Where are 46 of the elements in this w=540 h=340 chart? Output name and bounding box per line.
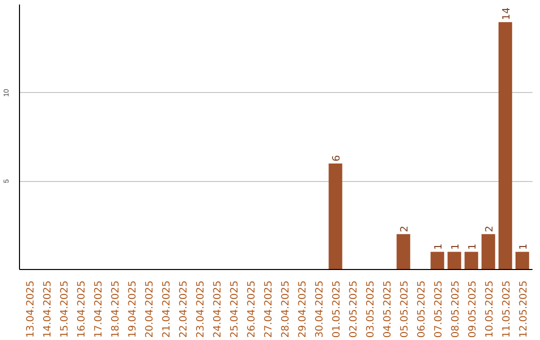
bar <box>328 164 342 270</box>
x-tick-label: 16.04.2025 <box>76 280 88 338</box>
data-label: 1 <box>518 243 530 250</box>
bar <box>448 252 462 270</box>
x-tick-label: 06.05.2025 <box>416 280 428 338</box>
bar <box>464 252 478 270</box>
x-tick-label: 23.04.2025 <box>196 280 207 338</box>
x-tick-label: 26.04.2025 <box>246 280 258 338</box>
x-tick-label: 24.04.2025 <box>212 280 224 338</box>
x-tick-label: 12.05.2025 <box>518 280 530 338</box>
x-tick-label: 19.04.2025 <box>128 280 139 338</box>
x-tick-label: 21.04.2025 <box>162 280 173 338</box>
data-label: 1 <box>467 243 478 250</box>
x-tick-label: 27.04.2025 <box>264 280 275 338</box>
x-tick-label: 28.04.2025 <box>280 280 292 338</box>
x-tick-label: 29.04.2025 <box>297 280 308 338</box>
x-tick-label: 30.04.2025 <box>314 280 326 338</box>
data-label: 14 <box>501 7 512 20</box>
x-tick-label: 04.05.2025 <box>382 280 394 338</box>
x-tick-label: 18.04.2025 <box>110 280 122 338</box>
x-tick-label: 08.05.2025 <box>450 280 462 338</box>
x-tick-label: 20.04.2025 <box>144 280 156 338</box>
bar <box>498 22 512 270</box>
data-label: 2 <box>399 226 410 232</box>
x-tick-label: 09.05.2025 <box>467 280 478 338</box>
x-tick-label: 14.04.2025 <box>42 280 54 338</box>
x-tick-label: 02.05.2025 <box>348 280 360 338</box>
bar <box>516 252 530 270</box>
data-label: 2 <box>484 226 496 232</box>
x-tick-label: 01.05.2025 <box>331 280 342 338</box>
data-label: 6 <box>331 155 342 162</box>
bar <box>430 252 444 270</box>
x-tick-label: 03.05.2025 <box>365 280 376 338</box>
x-tick-label: 22.04.2025 <box>178 280 190 338</box>
data-label: 1 <box>450 243 462 250</box>
bar <box>482 234 496 270</box>
x-tick-label: 11.05.2025 <box>501 280 512 338</box>
x-tick-label: 17.04.2025 <box>94 280 105 338</box>
x-tick-label: 10.05.2025 <box>484 280 496 338</box>
x-tick-label: 07.05.2025 <box>433 280 444 338</box>
x-tick-label: 13.04.2025 <box>26 280 37 338</box>
x-tick-label: 05.05.2025 <box>399 280 410 338</box>
bar <box>396 234 410 270</box>
data-label: 1 <box>433 243 444 250</box>
x-tick-label: 15.04.2025 <box>60 280 71 338</box>
x-tick-label: 25.04.2025 <box>230 280 241 338</box>
